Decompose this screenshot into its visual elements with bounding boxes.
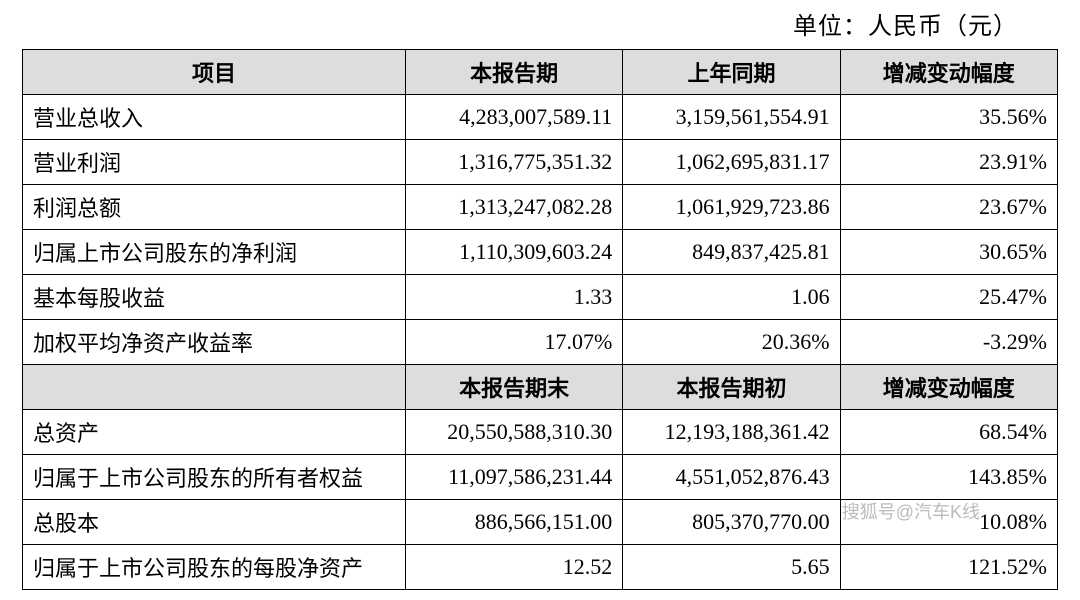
change-value-cell: 23.67% [840,185,1057,230]
change-value-cell: 30.65% [840,230,1057,275]
previous-value-cell: 4,551,052,876.43 [623,455,840,500]
current-value-cell: 4,283,007,589.11 [405,95,622,140]
current-value-cell: 12.52 [405,545,622,590]
row-label-cell: 营业利润 [23,140,406,185]
table-row: 营业利润1,316,775,351.321,062,695,831.1723.9… [23,140,1058,185]
change-value-cell: 10.08% [840,500,1057,545]
previous-value-cell: 1,061,929,723.86 [623,185,840,230]
row-label-cell: 总股本 [23,500,406,545]
table-row: 营业总收入4,283,007,589.113,159,561,554.9135.… [23,95,1058,140]
table-row: 加权平均净资产收益率17.07%20.36%-3.29% [23,320,1058,365]
header-label-cell: 项目 [23,50,406,95]
header-value-cell: 上年同期 [623,50,840,95]
change-value-cell: 35.56% [840,95,1057,140]
table-row: 归属于上市公司股东的所有者权益11,097,586,231.444,551,05… [23,455,1058,500]
current-value-cell: 11,097,586,231.44 [405,455,622,500]
current-value-cell: 1,313,247,082.28 [405,185,622,230]
table-header-row: 项目本报告期上年同期增减变动幅度 [23,50,1058,95]
row-label-cell: 归属上市公司股东的净利润 [23,230,406,275]
row-label-cell: 营业总收入 [23,95,406,140]
header-value-cell: 本报告期初 [623,365,840,410]
previous-value-cell: 20.36% [623,320,840,365]
current-value-cell: 1.33 [405,275,622,320]
header-value-cell: 本报告期末 [405,365,622,410]
previous-value-cell: 1.06 [623,275,840,320]
table-row: 总股本886,566,151.00805,370,770.0010.08% [23,500,1058,545]
row-label-cell: 总资产 [23,410,406,455]
previous-value-cell: 5.65 [623,545,840,590]
change-value-cell: 68.54% [840,410,1057,455]
unit-label: 单位：人民币（元） [22,6,1058,49]
financial-table: 项目本报告期上年同期增减变动幅度营业总收入4,283,007,589.113,1… [22,49,1058,590]
previous-value-cell: 12,193,188,361.42 [623,410,840,455]
table-row: 利润总额1,313,247,082.281,061,929,723.8623.6… [23,185,1058,230]
current-value-cell: 20,550,588,310.30 [405,410,622,455]
table-header-row: 本报告期末本报告期初增减变动幅度 [23,365,1058,410]
current-value-cell: 1,110,309,603.24 [405,230,622,275]
previous-value-cell: 805,370,770.00 [623,500,840,545]
previous-value-cell: 3,159,561,554.91 [623,95,840,140]
row-label-cell: 加权平均净资产收益率 [23,320,406,365]
change-value-cell: 25.47% [840,275,1057,320]
table-row: 归属上市公司股东的净利润1,110,309,603.24849,837,425.… [23,230,1058,275]
current-value-cell: 17.07% [405,320,622,365]
change-value-cell: 23.91% [840,140,1057,185]
header-label-cell [23,365,406,410]
previous-value-cell: 849,837,425.81 [623,230,840,275]
table-row: 归属于上市公司股东的每股净资产12.525.65121.52% [23,545,1058,590]
header-value-cell: 本报告期 [405,50,622,95]
header-value-cell: 增减变动幅度 [840,365,1057,410]
header-value-cell: 增减变动幅度 [840,50,1057,95]
current-value-cell: 886,566,151.00 [405,500,622,545]
current-value-cell: 1,316,775,351.32 [405,140,622,185]
row-label-cell: 利润总额 [23,185,406,230]
table-row: 总资产20,550,588,310.3012,193,188,361.4268.… [23,410,1058,455]
table-row: 基本每股收益1.331.0625.47% [23,275,1058,320]
row-label-cell: 基本每股收益 [23,275,406,320]
change-value-cell: -3.29% [840,320,1057,365]
previous-value-cell: 1,062,695,831.17 [623,140,840,185]
change-value-cell: 121.52% [840,545,1057,590]
row-label-cell: 归属于上市公司股东的所有者权益 [23,455,406,500]
change-value-cell: 143.85% [840,455,1057,500]
row-label-cell: 归属于上市公司股东的每股净资产 [23,545,406,590]
